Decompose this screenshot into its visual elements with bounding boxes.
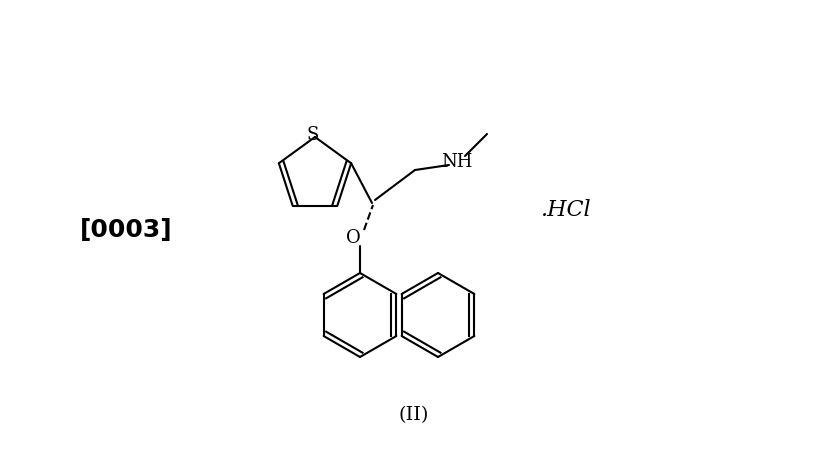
Text: S: S xyxy=(307,126,318,144)
Text: NH: NH xyxy=(441,153,472,171)
Text: .HCl: .HCl xyxy=(539,199,590,221)
Text: O: O xyxy=(345,229,360,247)
Text: [0003]: [0003] xyxy=(80,218,172,242)
Text: (II): (II) xyxy=(399,406,428,424)
